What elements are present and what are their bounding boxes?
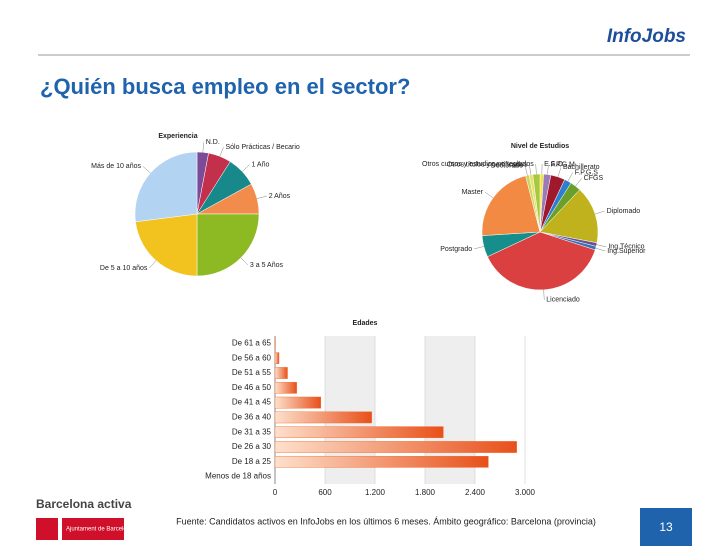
slice-label: E.S.O [544, 161, 563, 168]
leader-line [596, 244, 607, 248]
leader-line [474, 246, 484, 250]
bar [274, 455, 489, 468]
leader-line [547, 164, 549, 175]
y-tick-label: De 51 a 55 [232, 368, 272, 377]
x-tick-label: 2.400 [465, 488, 486, 497]
slice-label: Diplomado [607, 208, 641, 215]
slice-label: N.D. [206, 139, 220, 146]
y-tick-label: De 31 a 35 [232, 427, 272, 436]
slice-label: 3 a 5 Años [250, 262, 284, 269]
leader-line [219, 146, 224, 157]
slice-label: Bachillerato [563, 164, 600, 171]
leader-line [484, 191, 494, 199]
slice-label: Otros cursos y estudios no reglados [422, 161, 534, 168]
x-tick-label: 3.000 [515, 488, 536, 497]
y-tick-label: De 56 a 60 [232, 353, 272, 362]
pie-slice [196, 213, 260, 277]
logo: InfoJobs [607, 26, 686, 47]
slice-label: Otros títulos y certificados [447, 162, 528, 169]
pie-slice [134, 151, 198, 223]
bar [274, 396, 322, 409]
slice-label: F.P.G.M [551, 161, 576, 168]
y-tick-label: De 41 a 45 [232, 398, 272, 407]
footer: Fuente: Candidatos activos en InfoJobs e… [176, 516, 596, 526]
bar [274, 381, 297, 394]
leader-line [240, 257, 249, 266]
slice-label: CFGS [584, 175, 604, 182]
pie-slice [135, 213, 198, 277]
slide-title: ¿Quién busca empleo en el sector? [40, 74, 410, 99]
leader-line [595, 210, 605, 215]
pie-title: Nivel de Estudios [511, 143, 569, 150]
x-tick-label: 600 [318, 488, 332, 497]
leader-line [149, 260, 157, 269]
slice-label: Más de 10 años [91, 163, 141, 170]
leader-line [524, 165, 528, 176]
bar [274, 426, 444, 439]
leader-line [557, 167, 562, 177]
chart-title: Edades [353, 320, 378, 327]
slice-label: Master [462, 189, 484, 196]
leader-line [543, 289, 545, 300]
leader-line [256, 195, 267, 199]
slice-label: Sólo Prácticas / Becario [226, 144, 300, 151]
bar [274, 352, 280, 365]
bar [274, 411, 372, 424]
leader-line [142, 166, 151, 174]
slice-label: 1 Año [251, 162, 269, 169]
page-number: 13 [659, 520, 673, 534]
pie-title: Experiencia [158, 133, 197, 140]
slice-label: Postgrado [440, 246, 472, 253]
council-box [62, 518, 124, 540]
leader-line [575, 178, 582, 187]
slice-label: 2 Años [269, 193, 291, 200]
y-tick-label: De 46 a 50 [232, 383, 272, 392]
page-box [640, 508, 692, 546]
slice-label: F.P.G.S [575, 169, 599, 176]
pie-slice [487, 231, 596, 291]
x-tick-label: 0 [273, 488, 278, 497]
brand-box [36, 494, 126, 510]
bar [274, 367, 288, 379]
leader-line [529, 164, 532, 175]
slice-label: Ing.Técnico [608, 244, 644, 251]
y-tick-label: De 61 a 65 [232, 339, 272, 348]
pie-slice [481, 175, 541, 236]
leader-line [202, 142, 205, 153]
x-tick-label: 1.200 [365, 488, 386, 497]
x-tick-label: 1.800 [415, 488, 436, 497]
bar [274, 441, 517, 453]
y-tick-label: Menos de 18 años [205, 472, 271, 481]
y-tick-label: De 36 a 40 [232, 413, 272, 422]
slice-label: Ing.Superior [607, 248, 646, 255]
council-icon [36, 518, 58, 540]
leader-line [595, 247, 606, 252]
y-tick-label: De 26 a 30 [232, 442, 272, 451]
leader-line [535, 164, 537, 175]
y-tick-label: De 18 a 25 [232, 457, 272, 466]
leader-line [567, 172, 573, 182]
leader-line [242, 164, 250, 172]
brand: Barcelona activa [36, 497, 132, 511]
slice-label: Licenciado [546, 297, 580, 304]
council: Ajuntament de Barcelona [66, 527, 134, 533]
slice-label: De 5 a 10 años [100, 265, 148, 272]
slice-label: Doctorado [491, 162, 523, 169]
